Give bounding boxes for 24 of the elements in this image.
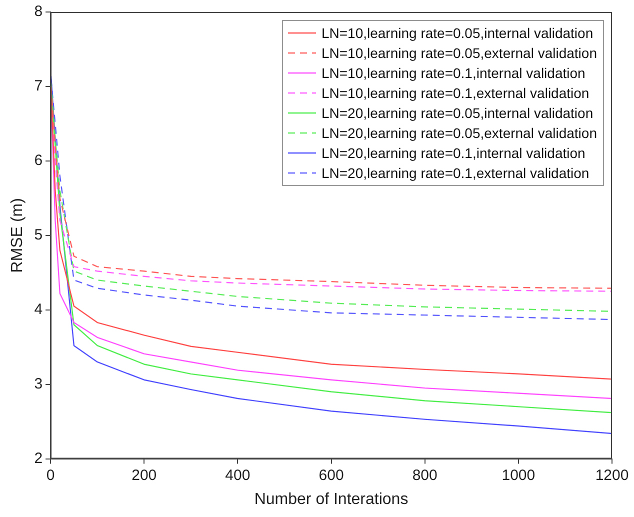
y-tick-label: 4 [34, 301, 43, 318]
x-tick-label: 800 [412, 466, 438, 484]
legend-label: LN=20,learning rate=0.1,internal validation [321, 144, 586, 163]
legend-label: LN=10,learning rate=0.1,internal validation [321, 64, 586, 83]
legend-label: LN=10,learning rate=0.05,external validation [321, 44, 597, 63]
y-tick-label: 5 [34, 226, 43, 244]
x-tick-label: 200 [132, 466, 157, 484]
x-tick-label: 0 [46, 466, 55, 484]
legend-label: LN=10,learning rate=0.1,external validation [321, 84, 590, 103]
x-tick-label: 600 [318, 466, 344, 484]
y-axis-title: RMSE (m) [9, 198, 26, 273]
y-tick-label: 8 [34, 3, 43, 20]
x-tick-label: 400 [225, 466, 250, 484]
x-tick-label: 1200 [595, 466, 629, 484]
legend-label: LN=20,learning rate=0.05,external validation [321, 124, 597, 143]
y-tick-label: 7 [34, 78, 43, 95]
legend-label: LN=20,learning rate=0.05,internal validation [321, 104, 594, 123]
x-axis-title: Number of Interations [254, 490, 408, 508]
legend-label: LN=20,learning rate=0.1,external validation [321, 164, 590, 183]
y-tick-label: 3 [34, 375, 43, 392]
y-tick-label: 6 [34, 152, 43, 170]
x-tick-label: 1000 [502, 466, 536, 484]
legend-label: LN=10,learning rate=0.05,internal validation [321, 24, 594, 43]
y-tick-label: 2 [34, 450, 43, 467]
